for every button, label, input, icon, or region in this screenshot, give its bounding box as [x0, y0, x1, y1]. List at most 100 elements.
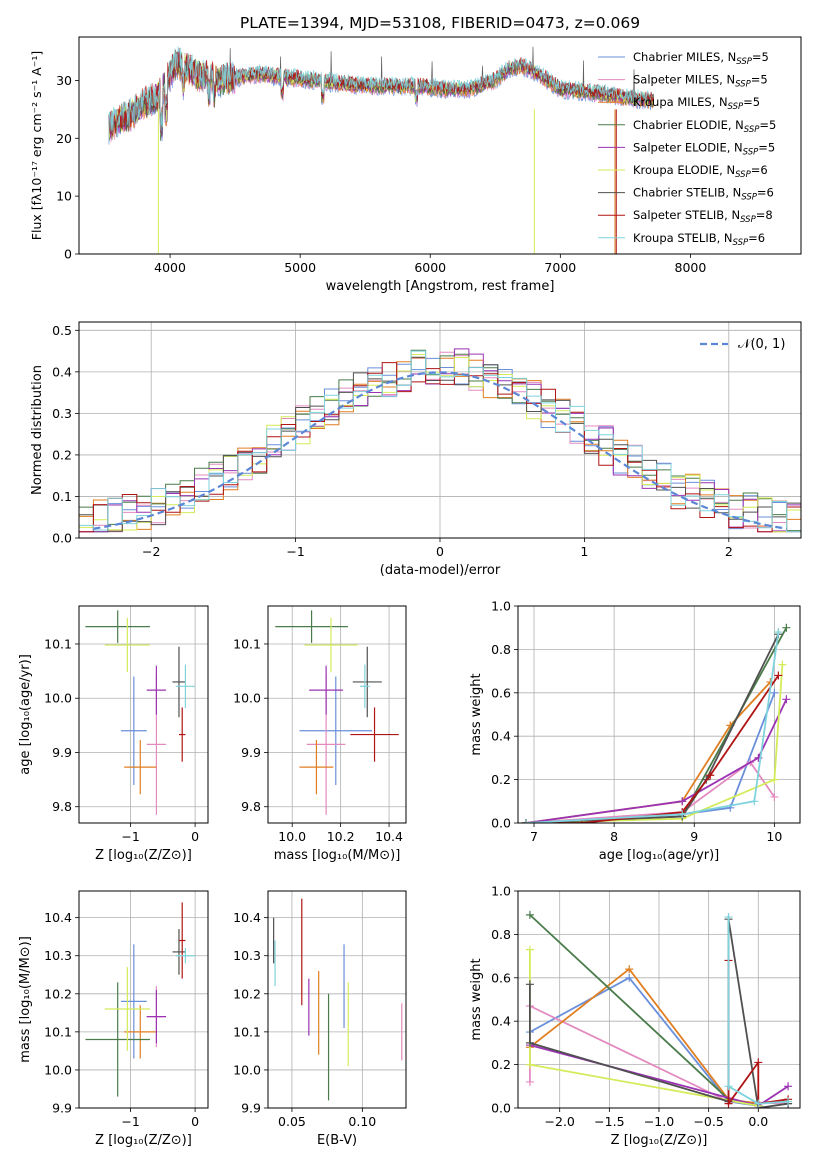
y-axis-label: Normed distribution	[30, 365, 45, 495]
legend-tail: =6	[757, 186, 774, 200]
x-tick-label: 0	[191, 829, 199, 844]
series-point	[706, 771, 715, 780]
legend-entry: Kroupa MILES, NSSP=5	[633, 95, 760, 112]
series-line-kroupa-miles	[529, 968, 759, 1105]
series-point	[778, 660, 787, 669]
x-tick-label: 10	[766, 829, 782, 844]
axes-frame	[78, 890, 209, 1109]
legend-sub: SSP	[741, 193, 757, 203]
y-tick-label: 0.8	[491, 927, 511, 942]
series-point	[525, 1038, 534, 1047]
series-line-kroupa-elodie	[525, 664, 784, 823]
legend-tail: =5	[743, 95, 760, 109]
y-tick-label: 1.0	[491, 599, 511, 614]
plot-area	[518, 606, 800, 823]
x-tick-label: −1.5	[594, 1114, 624, 1129]
series-point	[625, 965, 634, 974]
y-tick-label: 10.4	[233, 910, 261, 925]
x-tick-label: 8000	[675, 260, 707, 275]
series-line-kroupa-stelib	[525, 631, 780, 823]
y-tick-label: 0.1	[52, 489, 72, 504]
series-point	[724, 1099, 733, 1108]
y-tick-label: 0.0	[491, 816, 511, 831]
series-point	[774, 671, 783, 680]
series-point	[625, 973, 634, 982]
y-tick-label: 30	[56, 73, 72, 88]
y-tick-label: 10.1	[233, 636, 261, 651]
axes-frame	[517, 890, 801, 1109]
legend-sub: SSP	[733, 238, 749, 248]
plot-area	[518, 891, 800, 1108]
series-line-salpeter-elodie	[525, 698, 788, 823]
y-tick-label: 10.0	[233, 1062, 261, 1077]
x-tick-label: 9	[690, 829, 698, 844]
y-axis-label: mass [log₁₀(M/M⊙)]	[18, 936, 33, 1063]
x-tick-label: 5000	[284, 260, 316, 275]
series-line-chabrier-miles	[525, 692, 776, 823]
legend-sub: SSP	[736, 57, 752, 67]
legend-tail: =5	[751, 73, 768, 87]
y-axis-label: mass weight	[469, 958, 484, 1040]
legend-entry: Kroupa STELIB, NSSP=6	[633, 231, 765, 248]
x-axis-label: age [log₁₀(age/yr)]	[599, 848, 720, 863]
x-tick-label: 10.0	[278, 829, 306, 844]
x-tick-label: 0.10	[348, 1114, 376, 1129]
plot-area	[268, 606, 406, 823]
x-tick-label: −1	[286, 544, 304, 559]
series-point	[750, 797, 759, 806]
x-tick-label: 0	[191, 1114, 199, 1129]
x-tick-label: −2.0	[545, 1114, 575, 1129]
x-axis-label: Z [log₁₀(Z/Z⊙)]	[95, 848, 192, 863]
y-tick-label: 0.8	[491, 642, 511, 657]
series-point	[522, 819, 531, 823]
y-tick-label: 0.4	[491, 1014, 511, 1029]
series-line-kroupa-stelib	[727, 917, 789, 1105]
y-tick-label: 10	[56, 189, 72, 204]
y-tick-label: 0.6	[491, 685, 511, 700]
series-point	[525, 1060, 534, 1069]
plot-area	[268, 891, 406, 1108]
panel-mass-vs-Z: −1 0 9.9 10.0 10.1 10.2 10.3 10.4 Z [log₁₀(Z/Z⊙)…	[18, 890, 209, 1148]
x-tick-label: −1	[121, 829, 139, 844]
y-tick-label: 10.1	[44, 636, 72, 651]
legend-sub: SSP	[728, 102, 744, 112]
axes-frame	[267, 605, 407, 824]
x-tick-label: 10.2	[327, 829, 355, 844]
y-tick-label: 0	[64, 247, 72, 262]
x-axis-label: Z [log₁₀(Z/Z⊙)]	[95, 1133, 192, 1148]
y-tick-label: 1.0	[491, 884, 511, 899]
x-tick-label: 4000	[154, 260, 186, 275]
panel-residuals: −2 −1 0 1 2 0.0 0.1 0.2 0.3 0.4 0.5 (data-model)/er…	[30, 321, 802, 578]
y-tick-label: 9.9	[52, 745, 72, 760]
series-point	[754, 1058, 763, 1067]
legend-entry: Chabrier STELIB, NSSP=6	[633, 186, 774, 203]
y-tick-label: 9.9	[241, 1101, 261, 1116]
x-axis-label: E(B-V)	[317, 1133, 357, 1148]
series-line-kroupa-elodie	[529, 949, 759, 1107]
x-tick-label: 1	[580, 544, 588, 559]
y-tick-label: 10.2	[233, 986, 261, 1001]
chart-title: PLATE=1394, MJD=53108, FIBERID=0473, z=0…	[240, 14, 640, 32]
x-axis-label: (data-model)/error	[380, 563, 501, 578]
hist-chabrier-elodie	[79, 349, 801, 533]
series-point	[754, 1099, 763, 1108]
axes-frame	[517, 605, 801, 824]
legend-label: Salpeter STELIB, N	[633, 208, 740, 222]
y-tick-label: 10.0	[44, 1062, 72, 1077]
legend-entry: Salpeter MILES, NSSP=5	[633, 73, 768, 90]
x-tick-label: 0.05	[278, 1114, 306, 1129]
legend-sub: SSP	[735, 80, 751, 90]
series-point	[770, 688, 779, 697]
legend-tail: =5	[759, 118, 776, 132]
y-tick-label: 0.2	[52, 447, 72, 462]
y-tick-label: 9.8	[52, 799, 72, 814]
series-point	[770, 775, 779, 784]
y-tick-label: 10.2	[44, 986, 72, 1001]
legend-label: Salpeter MILES, N	[633, 73, 735, 87]
y-tick-label: 10.0	[233, 691, 261, 706]
series-point	[678, 810, 687, 819]
series-point	[784, 1082, 793, 1091]
legend-tail: =6	[751, 163, 768, 177]
